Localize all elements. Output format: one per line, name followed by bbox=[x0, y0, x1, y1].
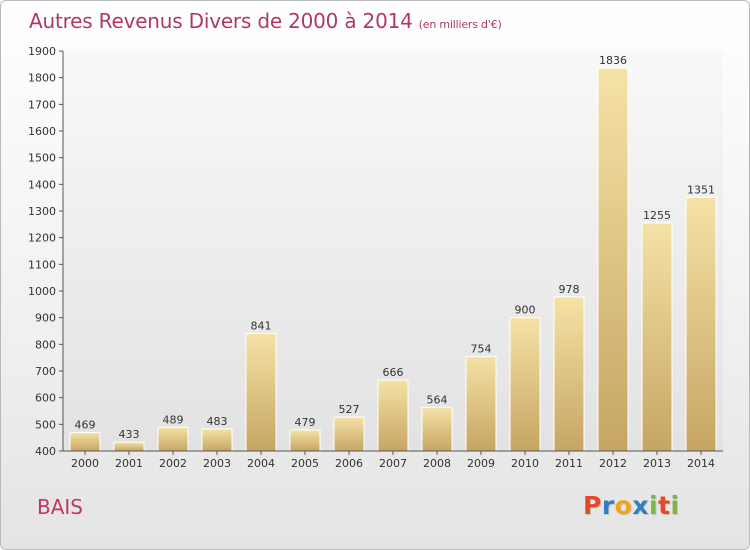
x-tick-label: 2009 bbox=[467, 457, 495, 470]
bar-2005 bbox=[289, 429, 321, 452]
bar-2002 bbox=[157, 426, 189, 452]
y-tick-label: 1600 bbox=[28, 125, 56, 138]
y-tick-label: 800 bbox=[35, 338, 56, 351]
data-label: 978 bbox=[559, 283, 580, 296]
chart-title: Autres Revenus Divers de 2000 à 2014 (en … bbox=[29, 9, 502, 33]
bar-2006 bbox=[333, 416, 365, 452]
bars-group: 469 433 489 483 841 479 527 666 564 754 900 978 1836… bbox=[69, 54, 717, 452]
data-label: 1255 bbox=[643, 209, 671, 222]
data-label: 483 bbox=[207, 415, 228, 428]
data-label: 1836 bbox=[599, 54, 627, 67]
data-label: 841 bbox=[251, 319, 272, 332]
bar-2012 bbox=[597, 67, 629, 452]
data-label: 479 bbox=[295, 416, 316, 429]
logo-letter: P bbox=[583, 491, 602, 520]
chart-title-text: Autres Revenus Divers de 2000 à 2014 bbox=[29, 9, 413, 33]
bar-2001 bbox=[113, 441, 145, 452]
y-axis: 400 500 600 700 800 900 1000 1100 1200 1300 1400 15… bbox=[28, 45, 63, 458]
logo-letter: x bbox=[632, 491, 649, 520]
x-tick-label: 2003 bbox=[203, 457, 231, 470]
y-tick-label: 1700 bbox=[28, 98, 56, 111]
x-tick-label: 2005 bbox=[291, 457, 319, 470]
y-tick-label: 1500 bbox=[28, 152, 56, 165]
bar-2014 bbox=[685, 196, 717, 452]
proxiti-logo: Proxiti bbox=[583, 491, 680, 520]
x-tick-label: 2008 bbox=[423, 457, 451, 470]
bar-2008 bbox=[421, 406, 453, 452]
data-label: 489 bbox=[163, 413, 184, 426]
data-label: 527 bbox=[339, 403, 360, 416]
data-label: 433 bbox=[119, 428, 140, 441]
logo-letter: i bbox=[670, 491, 680, 520]
data-label: 754 bbox=[471, 343, 492, 356]
x-tick-label: 2014 bbox=[687, 457, 715, 470]
x-axis: 2000 2001 2002 2003 2004 2005 2006 2007 2008 2009… bbox=[71, 451, 715, 470]
x-tick-label: 2002 bbox=[159, 457, 187, 470]
data-label: 564 bbox=[427, 393, 448, 406]
x-tick-label: 2006 bbox=[335, 457, 363, 470]
x-tick-label: 2012 bbox=[599, 457, 627, 470]
chart-subtitle: (en milliers d'€) bbox=[418, 18, 502, 31]
logo-letter: i bbox=[649, 491, 659, 520]
y-tick-label: 1100 bbox=[28, 258, 56, 271]
data-label: 666 bbox=[383, 366, 404, 379]
bar-2003 bbox=[201, 428, 233, 452]
x-tick-label: 2010 bbox=[511, 457, 539, 470]
y-tick-label: 900 bbox=[35, 312, 56, 325]
logo-letter: r bbox=[601, 491, 615, 520]
y-tick-label: 1300 bbox=[28, 205, 56, 218]
data-label: 1351 bbox=[687, 183, 715, 196]
data-label: 900 bbox=[515, 304, 536, 317]
logo-letter: o bbox=[614, 491, 633, 520]
y-tick-label: 1200 bbox=[28, 232, 56, 245]
x-tick-label: 2001 bbox=[115, 457, 143, 470]
bar-2011 bbox=[553, 296, 585, 452]
y-tick-label: 500 bbox=[35, 418, 56, 431]
y-tick-label: 400 bbox=[35, 445, 56, 458]
y-tick-label: 1800 bbox=[28, 72, 56, 85]
y-tick-label: 600 bbox=[35, 392, 56, 405]
x-tick-label: 2004 bbox=[247, 457, 275, 470]
bar-2010 bbox=[509, 317, 541, 452]
x-tick-label: 2007 bbox=[379, 457, 407, 470]
bar-2013 bbox=[641, 222, 673, 452]
x-tick-label: 2011 bbox=[555, 457, 583, 470]
bar-2009 bbox=[465, 356, 497, 452]
bar-2000 bbox=[69, 432, 101, 452]
bar-2004 bbox=[245, 332, 277, 452]
logo-letter: t bbox=[658, 491, 671, 520]
y-tick-label: 1400 bbox=[28, 178, 56, 191]
place-name: BAIS bbox=[37, 495, 83, 519]
x-tick-label: 2013 bbox=[643, 457, 671, 470]
y-tick-label: 700 bbox=[35, 365, 56, 378]
y-tick-label: 1900 bbox=[28, 45, 56, 58]
x-tick-label: 2000 bbox=[71, 457, 99, 470]
bar-2007 bbox=[377, 379, 409, 452]
data-label: 469 bbox=[75, 419, 96, 432]
y-tick-label: 1000 bbox=[28, 285, 56, 298]
